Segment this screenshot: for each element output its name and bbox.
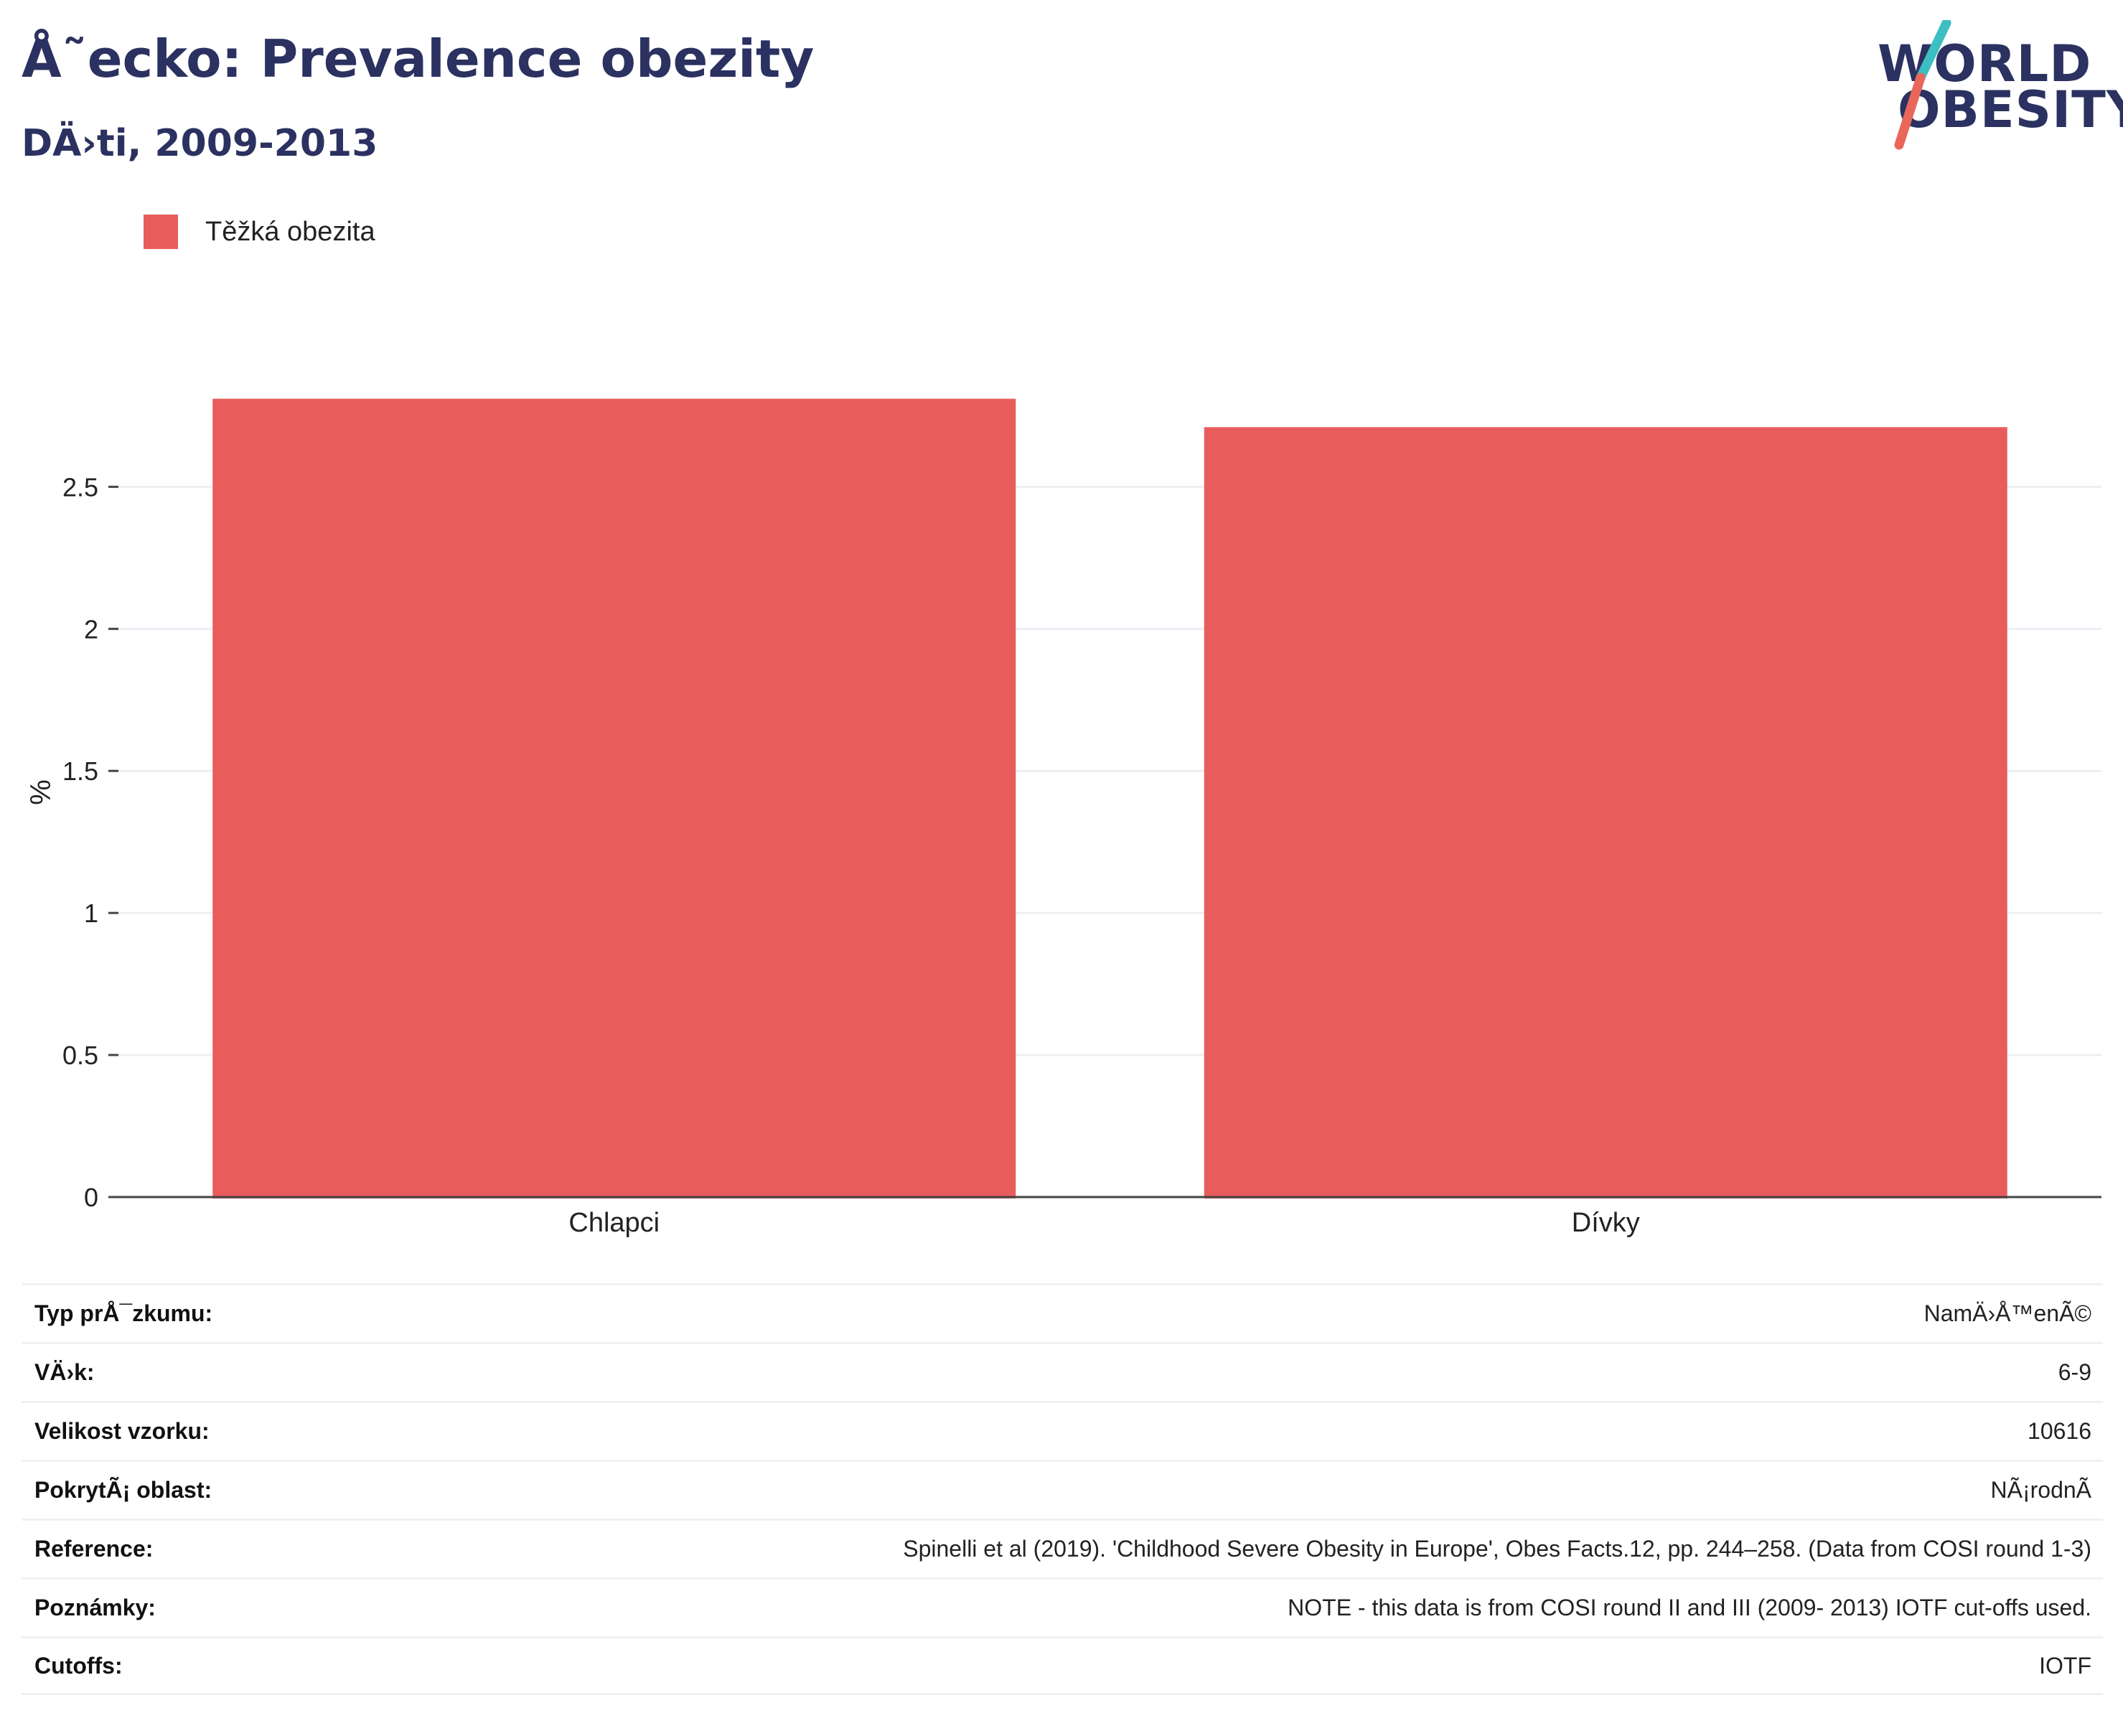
legend-swatch xyxy=(144,215,178,249)
info-value: NOTE - this data is from COSI round II a… xyxy=(1288,1595,2091,1620)
logo-line-obesity: OBESITY xyxy=(1898,80,2123,139)
x-tick-label: Dívky xyxy=(1572,1208,1640,1238)
legend-label: Těžká obezita xyxy=(205,216,375,247)
y-tick-label: 0 xyxy=(84,1183,98,1212)
info-row: Velikost vzorku: 10616 xyxy=(22,1401,2103,1460)
info-row: Reference: Spinelli et al (2019). 'Childh… xyxy=(22,1519,2103,1577)
info-label: Typ prÅ¯zkumu: xyxy=(34,1300,213,1326)
info-label: Cutoffs: xyxy=(34,1652,123,1679)
info-row: Typ prÅ¯zkumu: NamÄ›Å™enÃ© xyxy=(22,1283,2103,1342)
y-tick-label: 1.5 xyxy=(62,756,98,786)
info-label: Poznámky: xyxy=(34,1595,156,1620)
info-value: IOTF xyxy=(2039,1652,2091,1679)
y-tick-label: 0.5 xyxy=(62,1041,98,1070)
logo-line-world: WORLD xyxy=(1878,34,2092,93)
info-label: Reference: xyxy=(34,1536,154,1562)
bar xyxy=(1204,427,2007,1198)
info-row: Cutoffs: IOTF xyxy=(22,1636,2103,1695)
legend: Těžká obezita xyxy=(144,212,375,252)
world-obesity-logo: WORLD OBESITY xyxy=(1866,20,2123,156)
info-row: Poznámky: NOTE - this data is from COSI r… xyxy=(22,1577,2103,1636)
info-label: VÄ›k: xyxy=(34,1359,95,1385)
y-tick-label: 1 xyxy=(84,899,98,928)
info-value: 6-9 xyxy=(2058,1359,2091,1385)
bar xyxy=(212,398,1016,1198)
chart-title: Å˜ecko: Prevalence obezity xyxy=(22,29,815,89)
y-tick-label: 2.5 xyxy=(62,472,98,502)
y-axis-label: % xyxy=(25,779,57,805)
info-value: 10616 xyxy=(2028,1418,2091,1444)
info-row: VÄ›k: 6-9 xyxy=(22,1342,2103,1401)
info-value: NamÄ›Å™enÃ© xyxy=(1923,1300,2091,1326)
info-value: Spinelli et al (2019). 'Childhood Severe… xyxy=(903,1536,2091,1562)
y-tick-label: 2 xyxy=(84,614,98,644)
chart-subtitle: DÄ›ti, 2009-2013 xyxy=(22,122,378,165)
info-label: PokrytÃ¡ oblast: xyxy=(34,1477,212,1503)
info-value: NÃ¡rodnÃ xyxy=(1990,1477,2092,1503)
bar-chart: 0 0.5 1 1.5 2 2.5 Chlapci Dívky% xyxy=(25,398,2101,1238)
info-table: Typ prÅ¯zkumu: NamÄ›Å™enÃ© VÄ›k: 6-9 Velikos… xyxy=(22,1283,2103,1695)
logo-slash-icon xyxy=(1894,20,1951,150)
info-label: Velikost vzorku: xyxy=(34,1418,210,1444)
x-tick-label: Chlapci xyxy=(568,1208,660,1238)
info-row: PokrytÃ¡ oblast: NÃ¡rodnÃ xyxy=(22,1460,2103,1519)
